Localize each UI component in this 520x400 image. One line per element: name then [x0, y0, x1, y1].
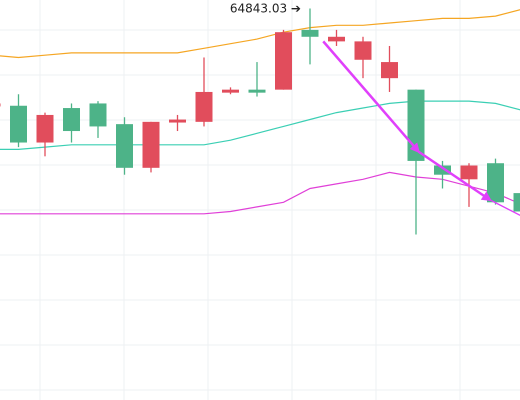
candle-up	[10, 94, 27, 148]
candle-down	[195, 57, 213, 127]
candle-up	[301, 8, 319, 65]
candle-up	[89, 101, 107, 138]
candle-body	[354, 41, 372, 60]
candle-body	[513, 193, 520, 212]
candle-up	[63, 103, 80, 143]
high-price-label: 64843.03 ➔	[230, 1, 301, 15]
candle-down	[142, 121, 160, 173]
candle-down	[0, 103, 1, 107]
middle-band-line	[0, 100, 520, 150]
annotations: 64843.03 ➔	[230, 1, 301, 15]
trend-arrow	[489, 199, 520, 217]
candle-up	[116, 117, 133, 175]
candle-body	[36, 114, 54, 143]
candle-body	[116, 124, 133, 168]
candle-body	[63, 108, 80, 132]
candle-body	[275, 32, 292, 90]
candle-down	[328, 29, 345, 46]
candle-down	[275, 29, 292, 90]
candle-body	[460, 165, 478, 180]
candle-body	[222, 89, 239, 93]
candle-body	[10, 105, 27, 143]
candle-down	[169, 114, 186, 132]
upper-band-line	[0, 9, 520, 59]
candle-up	[407, 89, 425, 235]
trend-arrow	[322, 40, 420, 154]
candle-down	[354, 36, 372, 79]
candle-body	[487, 163, 504, 203]
trend-arrows	[322, 40, 520, 217]
candle-body	[0, 103, 1, 107]
candle-body	[434, 165, 451, 175]
candle-up	[487, 158, 504, 205]
candle-down	[381, 45, 398, 92]
trend-arrow	[417, 150, 492, 202]
candle-body	[301, 29, 319, 37]
candle-down	[222, 87, 239, 95]
bollinger-bands	[0, 9, 520, 215]
candle-body	[169, 119, 186, 123]
candle-up	[513, 193, 520, 212]
candle-body	[142, 121, 160, 168]
candle-body	[89, 103, 107, 127]
candle-body	[381, 62, 398, 79]
candle-up	[434, 160, 451, 189]
lower-band-line	[0, 171, 520, 215]
candle-down	[36, 112, 54, 157]
candle-body	[328, 36, 345, 42]
candle-body	[195, 91, 213, 122]
candle-body	[248, 89, 266, 93]
candle-up	[248, 62, 266, 97]
candles	[0, 8, 520, 235]
